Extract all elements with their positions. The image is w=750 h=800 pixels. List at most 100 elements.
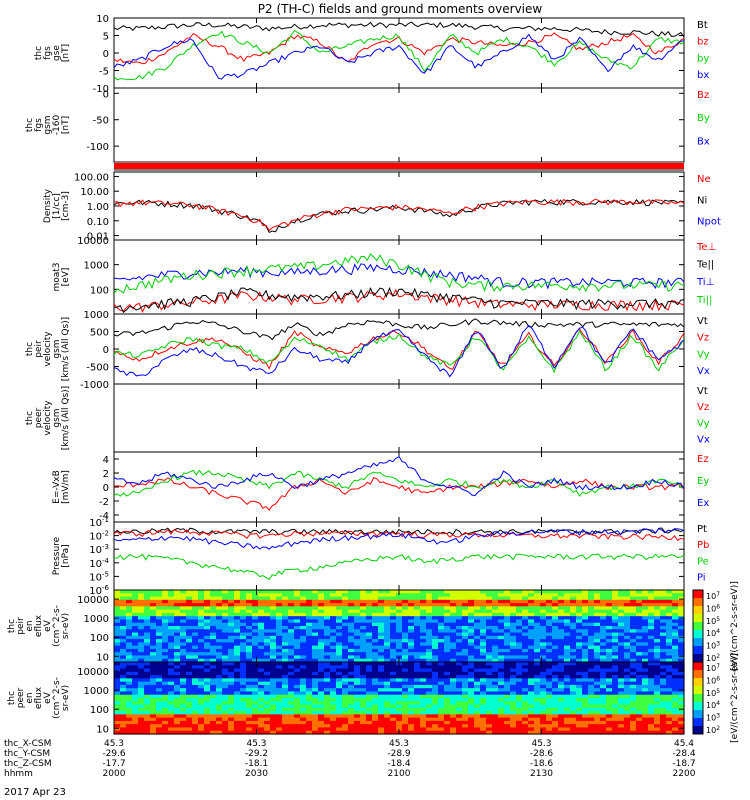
heatmap-cell bbox=[468, 655, 475, 660]
heatmap-cell bbox=[648, 662, 655, 666]
heatmap-cell bbox=[144, 629, 151, 634]
heatmap-cell bbox=[654, 593, 661, 598]
heatmap-cell bbox=[582, 681, 589, 686]
heatmap-cell bbox=[492, 678, 499, 683]
heatmap-cell bbox=[234, 698, 241, 702]
heatmap-cell bbox=[426, 632, 433, 637]
heatmap-cell bbox=[252, 675, 259, 679]
heatmap-cell bbox=[150, 707, 157, 712]
heatmap-cell bbox=[606, 606, 613, 611]
heatmap-cell bbox=[672, 648, 679, 653]
orbit-row-label: thc_X-CSM bbox=[4, 739, 51, 749]
heatmap-cell bbox=[366, 609, 373, 614]
heatmap-cell bbox=[468, 616, 475, 621]
heatmap-cell bbox=[630, 652, 637, 657]
y-tick-label: 1000 bbox=[84, 310, 109, 321]
heatmap-cell bbox=[204, 642, 211, 647]
heatmap-cell bbox=[198, 599, 205, 604]
heatmap-cell bbox=[642, 704, 649, 709]
heatmap-cell bbox=[612, 724, 619, 729]
heatmap-cell bbox=[372, 599, 379, 604]
heatmap-cell bbox=[198, 711, 205, 715]
heatmap-cell bbox=[594, 720, 601, 725]
heatmap-cell bbox=[582, 678, 589, 683]
heatmap-cell bbox=[390, 612, 397, 617]
heatmap-cell bbox=[552, 603, 559, 607]
heatmap-cell bbox=[600, 684, 607, 689]
heatmap-cell bbox=[132, 596, 139, 601]
heatmap-cell bbox=[522, 701, 529, 706]
heatmap-cell bbox=[120, 599, 127, 604]
heatmap-cell bbox=[162, 701, 169, 706]
heatmap-cell bbox=[234, 635, 241, 640]
heatmap-cell bbox=[252, 616, 259, 621]
heatmap-cell bbox=[420, 645, 427, 650]
heatmap-cell bbox=[516, 717, 523, 722]
heatmap-cell bbox=[552, 684, 559, 689]
colorbar-cell bbox=[693, 614, 703, 623]
heatmap-cell bbox=[504, 678, 511, 683]
heatmap-cell bbox=[516, 599, 523, 604]
heatmap-cell bbox=[132, 668, 139, 673]
heatmap-cell bbox=[594, 642, 601, 647]
heatmap-cell bbox=[192, 606, 199, 611]
heatmap-cell bbox=[282, 707, 289, 712]
heatmap-cell bbox=[462, 612, 469, 617]
heatmap-cell bbox=[384, 678, 391, 683]
heatmap-cell bbox=[558, 639, 565, 643]
heatmap-cell bbox=[234, 652, 241, 657]
heatmap-cell bbox=[600, 635, 607, 640]
heatmap-cell bbox=[516, 635, 523, 640]
heatmap-cell bbox=[516, 724, 523, 729]
heatmap-cell bbox=[546, 662, 553, 666]
heatmap-cell bbox=[480, 675, 487, 679]
heatmap-cell bbox=[138, 675, 145, 679]
heatmap-cell bbox=[204, 658, 211, 663]
heatmap-cell bbox=[150, 724, 157, 729]
heatmap-cell bbox=[642, 658, 649, 663]
heatmap-cell bbox=[240, 714, 247, 719]
heatmap-cell bbox=[570, 622, 577, 627]
heatmap-cell bbox=[498, 616, 505, 621]
heatmap-cell bbox=[528, 730, 535, 735]
heatmap-cell bbox=[648, 645, 655, 650]
heatmap-cell bbox=[576, 629, 583, 634]
heatmap-cell bbox=[678, 599, 685, 604]
heatmap-cell bbox=[522, 698, 529, 702]
heatmap-cell bbox=[180, 681, 187, 686]
heatmap-cell bbox=[570, 662, 577, 666]
heatmap-cell bbox=[222, 619, 229, 624]
heatmap-cell bbox=[264, 619, 271, 624]
heatmap-cell bbox=[582, 590, 589, 594]
heatmap-cell bbox=[324, 612, 331, 617]
heatmap-cell bbox=[330, 645, 337, 650]
heatmap-cell bbox=[150, 671, 157, 676]
heatmap-cell bbox=[210, 720, 217, 725]
heatmap-cell bbox=[522, 593, 529, 598]
heatmap-cell bbox=[522, 648, 529, 653]
heatmap-cell bbox=[258, 662, 265, 666]
heatmap-cell bbox=[426, 717, 433, 722]
heatmap-cell bbox=[492, 648, 499, 653]
heatmap-cell bbox=[246, 603, 253, 607]
heatmap-cell bbox=[636, 691, 643, 696]
heatmap-cell bbox=[474, 681, 481, 686]
heatmap-cell bbox=[474, 632, 481, 637]
heatmap-cell bbox=[582, 652, 589, 657]
heatmap-cell bbox=[606, 730, 613, 735]
heatmap-cell bbox=[660, 691, 667, 696]
heatmap-cell bbox=[666, 603, 673, 607]
heatmap-cell bbox=[402, 616, 409, 621]
heatmap-cell bbox=[510, 599, 517, 604]
heatmap-cell bbox=[426, 658, 433, 663]
heatmap-cell bbox=[612, 639, 619, 643]
heatmap-cell bbox=[456, 668, 463, 673]
heatmap-cell bbox=[342, 599, 349, 604]
heatmap-cell bbox=[240, 720, 247, 725]
heatmap-cell bbox=[522, 675, 529, 679]
heatmap-cell bbox=[384, 698, 391, 702]
heatmap-cell bbox=[552, 590, 559, 594]
heatmap-cell bbox=[114, 684, 121, 689]
heatmap-cell bbox=[408, 694, 415, 699]
heatmap-cell bbox=[144, 678, 151, 683]
